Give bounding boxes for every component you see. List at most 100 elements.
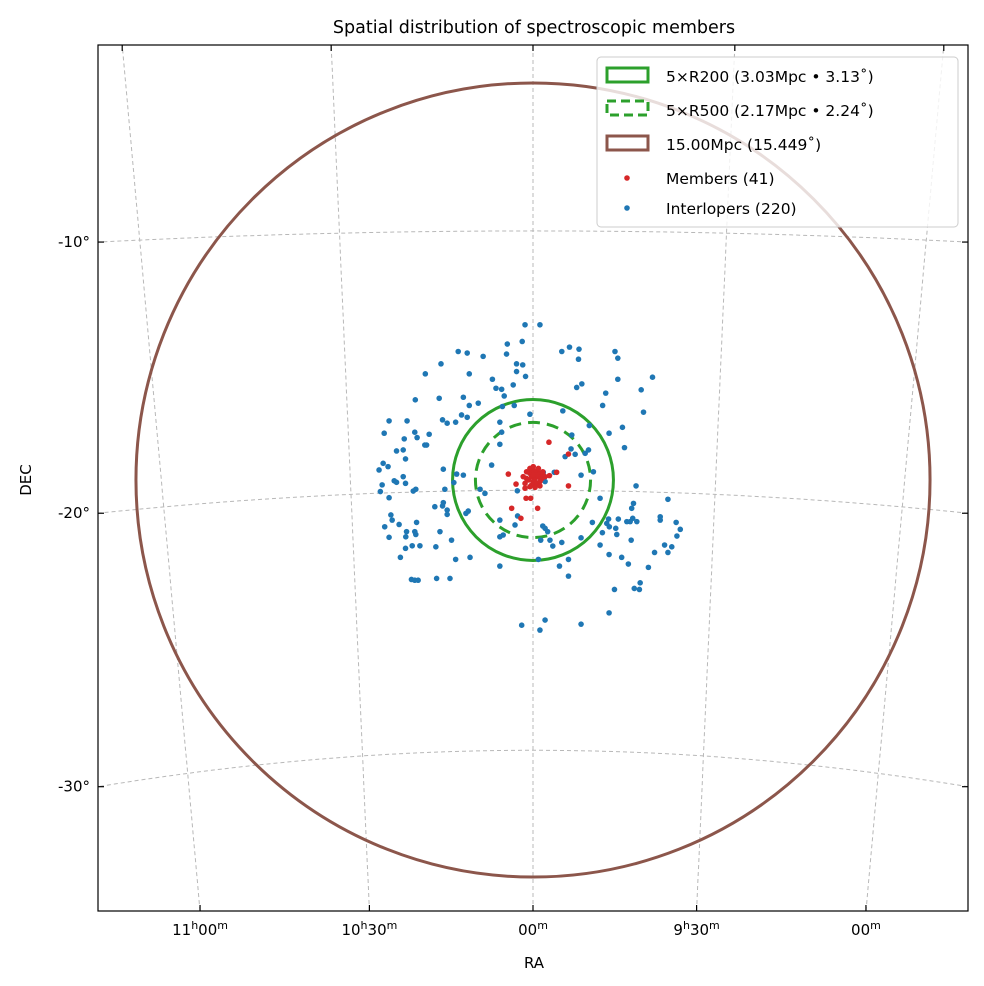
interloper-point bbox=[606, 523, 613, 530]
interloper-point bbox=[542, 617, 548, 623]
interloper-point bbox=[512, 522, 518, 528]
interloper-point bbox=[549, 543, 556, 549]
interloper-point bbox=[497, 533, 503, 540]
interloper-point bbox=[475, 400, 482, 406]
legend-swatch-r500 bbox=[605, 99, 650, 117]
interloper-point bbox=[422, 371, 429, 377]
interloper-point bbox=[396, 521, 402, 528]
interloper-point bbox=[444, 511, 450, 518]
interloper-point bbox=[582, 450, 588, 457]
y-tick-label: -20° bbox=[58, 504, 90, 522]
dec-gridline bbox=[98, 749, 968, 788]
interloper-point bbox=[413, 531, 419, 538]
legend-box bbox=[596, 56, 959, 228]
r200-circle bbox=[451, 398, 615, 562]
member-point bbox=[520, 473, 527, 480]
interloper-point bbox=[498, 386, 505, 393]
legend-label-r500: 5×R500 (2.17Mpc • 2.24˚) bbox=[666, 102, 874, 120]
legend-label-r200: 5×R200 (3.03Mpc • 3.13˚) bbox=[666, 68, 874, 86]
interloper-point bbox=[466, 371, 473, 377]
interloper-point bbox=[651, 549, 658, 556]
interloper-point bbox=[498, 429, 505, 435]
interloper-point bbox=[606, 430, 612, 437]
interloper-point bbox=[444, 507, 450, 513]
member-point bbox=[537, 483, 543, 489]
interloper-point bbox=[467, 554, 473, 561]
interloper-point bbox=[497, 419, 503, 425]
member-point bbox=[530, 463, 537, 470]
interloper-point bbox=[415, 577, 421, 584]
interloper-point bbox=[433, 544, 439, 550]
interloper-point bbox=[460, 472, 467, 478]
interloper-point bbox=[489, 376, 496, 383]
interloper-point bbox=[402, 456, 409, 462]
interloper-point bbox=[442, 486, 448, 493]
scatter-points bbox=[376, 321, 684, 633]
legend-marker-interlopers bbox=[624, 205, 630, 211]
interloper-point bbox=[606, 551, 612, 558]
interloper-point bbox=[560, 408, 566, 414]
member-point bbox=[522, 485, 528, 492]
interloper-point bbox=[400, 447, 407, 453]
interloper-point bbox=[630, 500, 637, 507]
interloper-point bbox=[493, 385, 499, 392]
interloper-point bbox=[621, 444, 628, 451]
x-tick-label: 10h30m bbox=[341, 919, 397, 940]
interloper-point bbox=[677, 526, 684, 533]
interloper-point bbox=[578, 621, 584, 627]
interloper-point bbox=[386, 418, 392, 424]
interloper-point bbox=[569, 432, 575, 438]
member-point bbox=[565, 451, 572, 457]
member-point bbox=[530, 472, 537, 478]
interloper-point bbox=[414, 434, 420, 441]
radius-circles bbox=[134, 81, 932, 879]
interloper-point bbox=[432, 503, 438, 510]
interloper-point bbox=[558, 348, 565, 355]
interloper-point bbox=[599, 402, 606, 409]
interloper-point bbox=[578, 472, 584, 478]
interloper-point bbox=[448, 537, 455, 543]
axis-ticks: -30° -20° -10° 00m 9h30m 00m 10h30m 11h00m bbox=[58, 45, 968, 939]
interloper-point bbox=[379, 482, 385, 488]
interloper-point bbox=[403, 528, 410, 535]
x-tick-label: 00m bbox=[851, 919, 881, 940]
interloper-point bbox=[589, 519, 596, 526]
interloper-point bbox=[640, 409, 647, 415]
interloper-point bbox=[612, 348, 618, 355]
interloper-point bbox=[625, 561, 632, 567]
interloper-point bbox=[411, 429, 418, 435]
interloper-point bbox=[497, 563, 503, 569]
interloper-point bbox=[455, 348, 462, 355]
legend-label-members: Members (41) bbox=[666, 170, 775, 188]
member-point bbox=[539, 468, 546, 475]
y-tick-label: -10° bbox=[58, 233, 90, 251]
interloper-point bbox=[466, 402, 473, 409]
x-tick-label: 9h30m bbox=[673, 919, 719, 940]
interloper-point bbox=[544, 528, 551, 535]
interloper-point bbox=[665, 496, 671, 503]
interloper-point bbox=[575, 356, 582, 363]
interloper-point bbox=[385, 463, 391, 470]
interloper-point bbox=[404, 418, 410, 424]
interloper-point bbox=[376, 467, 382, 473]
ra-gridline bbox=[330, 45, 370, 911]
member-point bbox=[535, 465, 542, 472]
interloper-point bbox=[437, 528, 443, 535]
interloper-point bbox=[514, 487, 521, 494]
legend-label-interlopers: Interlopers (220) bbox=[666, 200, 797, 218]
interloper-point bbox=[613, 531, 620, 538]
interloper-point bbox=[436, 395, 442, 402]
member-point bbox=[546, 439, 552, 446]
interloper-point bbox=[423, 442, 430, 448]
interloper-point bbox=[605, 516, 612, 522]
interloper-point bbox=[645, 564, 652, 571]
member-point bbox=[546, 472, 553, 479]
interloper-point bbox=[518, 622, 525, 629]
interloper-point bbox=[504, 341, 511, 347]
interloper-point bbox=[447, 575, 453, 582]
member-point bbox=[534, 505, 541, 512]
interloper-point bbox=[573, 384, 580, 391]
interloper-point bbox=[597, 495, 603, 502]
interloper-point bbox=[522, 373, 529, 380]
